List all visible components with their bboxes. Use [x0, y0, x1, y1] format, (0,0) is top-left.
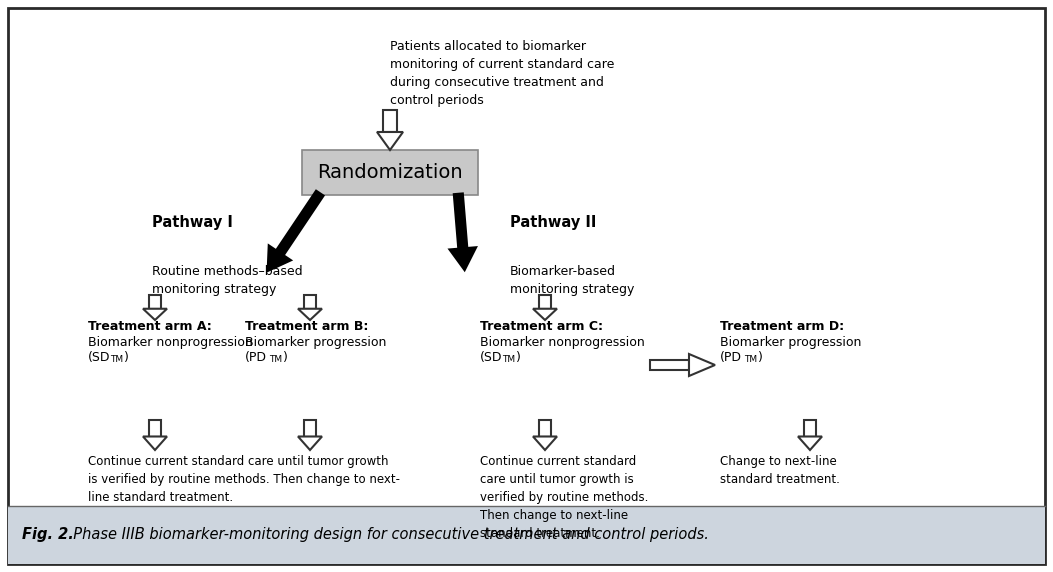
Bar	[302, 150, 478, 195]
Text: Treatment arm B:: Treatment arm B:	[245, 320, 369, 333]
Text: Biomarker nonprogression: Biomarker nonprogression	[480, 336, 644, 349]
Polygon shape	[533, 436, 557, 450]
Text: Continue current standard care until tumor growth
is verified by routine methods: Continue current standard care until tum…	[88, 455, 400, 504]
Polygon shape	[650, 360, 689, 370]
Text: Pathway I: Pathway I	[152, 215, 233, 230]
Text: Treatment arm A:: Treatment arm A:	[88, 320, 212, 333]
Text: (SD: (SD	[480, 351, 502, 364]
Text: Patients allocated to biomarker
monitoring of current standard care
during conse: Patients allocated to biomarker monitori…	[390, 40, 614, 107]
Text: ): )	[516, 351, 521, 364]
Polygon shape	[804, 420, 816, 436]
Text: Phase IIIB biomarker-monitoring design for consecutive treatment and control per: Phase IIIB biomarker-monitoring design f…	[64, 527, 709, 542]
Bar	[8, 506, 1045, 564]
Polygon shape	[533, 309, 557, 320]
Text: Randomization: Randomization	[317, 163, 463, 182]
Text: Routine methods–based
monitoring strategy: Routine methods–based monitoring strateg…	[152, 265, 302, 296]
Text: ): )	[124, 351, 128, 364]
Text: Treatment arm C:: Treatment arm C:	[480, 320, 603, 333]
Text: Biomarker-based
monitoring strategy: Biomarker-based monitoring strategy	[510, 265, 634, 296]
Text: Biomarker progression: Biomarker progression	[245, 336, 386, 349]
Text: Biomarker progression: Biomarker progression	[720, 336, 861, 349]
Text: (SD: (SD	[88, 351, 111, 364]
Polygon shape	[798, 436, 822, 450]
Text: (PD: (PD	[720, 351, 742, 364]
Polygon shape	[298, 309, 322, 320]
Text: Treatment arm D:: Treatment arm D:	[720, 320, 845, 333]
Polygon shape	[150, 295, 161, 309]
Polygon shape	[539, 295, 551, 309]
Polygon shape	[143, 436, 167, 450]
Polygon shape	[689, 354, 715, 376]
Text: (PD: (PD	[245, 351, 267, 364]
Polygon shape	[298, 436, 322, 450]
Polygon shape	[304, 420, 316, 436]
Polygon shape	[143, 309, 167, 320]
Text: TM: TM	[269, 355, 282, 364]
Text: ): )	[758, 351, 762, 364]
Text: TM: TM	[502, 355, 515, 364]
Polygon shape	[150, 420, 161, 436]
Polygon shape	[377, 132, 403, 150]
Polygon shape	[539, 420, 551, 436]
Text: Change to next-line
standard treatment.: Change to next-line standard treatment.	[720, 455, 840, 486]
Text: Fig. 2.: Fig. 2.	[22, 527, 74, 542]
Text: Continue current standard
care until tumor growth is
verified by routine methods: Continue current standard care until tum…	[480, 455, 649, 540]
Polygon shape	[383, 110, 397, 132]
Text: TM: TM	[110, 355, 123, 364]
Text: Biomarker nonprogression: Biomarker nonprogression	[88, 336, 253, 349]
Text: Pathway II: Pathway II	[510, 215, 596, 230]
Text: TM: TM	[744, 355, 757, 364]
Text: ): )	[283, 351, 287, 364]
Polygon shape	[304, 295, 316, 309]
